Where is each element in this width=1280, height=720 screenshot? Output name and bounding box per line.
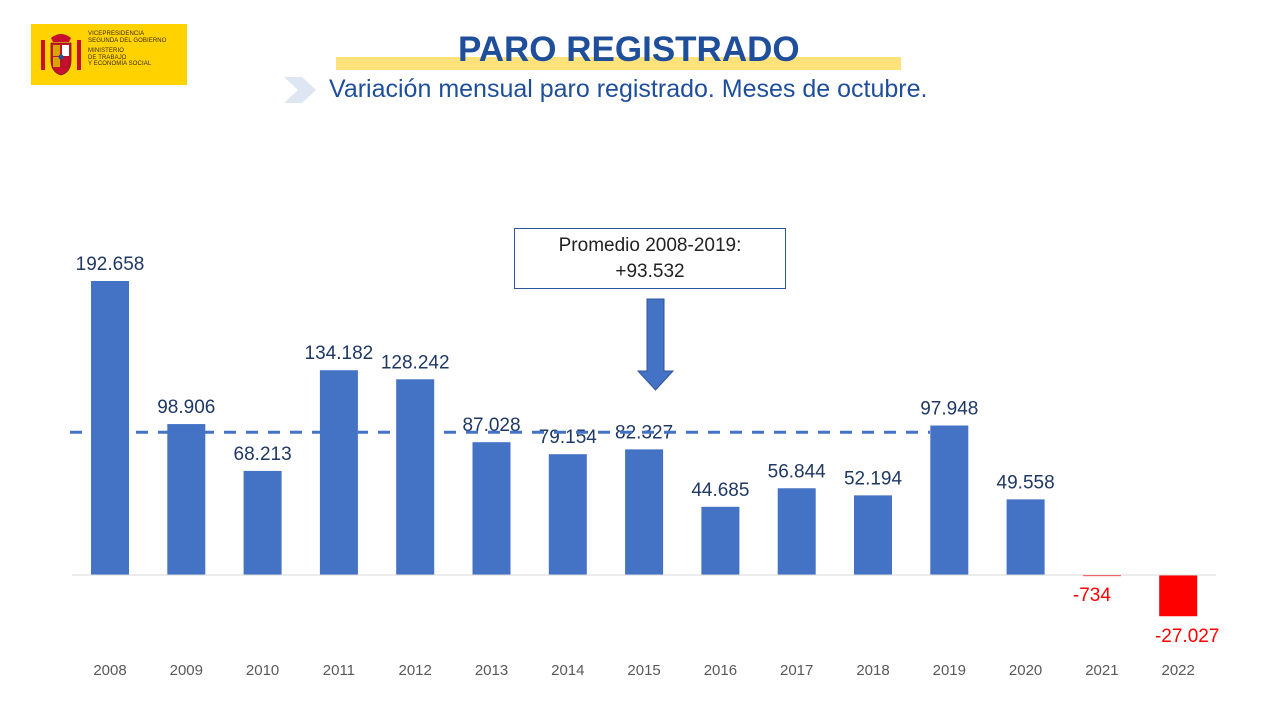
x-tick-2016: 2016 [704, 662, 737, 679]
x-tick-2021: 2021 [1085, 662, 1118, 679]
page-title: PARO REGISTRADO [458, 30, 800, 69]
value-label-2014: 79.154 [539, 427, 598, 448]
bar-2017 [777, 488, 816, 575]
logo-line: SEGUNDA DEL GOBIERNO [88, 37, 167, 44]
logo-line: DE TRABAJO [88, 54, 127, 61]
bar-2016 [701, 506, 740, 575]
chevron-right-icon [284, 77, 316, 103]
x-tick-2009: 2009 [170, 662, 203, 679]
bar-2009 [167, 424, 206, 575]
x-tick-2010: 2010 [246, 662, 279, 679]
value-label-2011: 134.182 [305, 343, 374, 364]
x-tick-2012: 2012 [399, 662, 432, 679]
value-label-2019: 97.948 [920, 399, 978, 420]
x-tick-2011: 2011 [323, 662, 355, 679]
logo-line: VICEPRESIDENCIA [88, 31, 145, 37]
x-tick-2013: 2013 [475, 662, 508, 679]
bars-group [91, 281, 1198, 617]
bar-2013 [472, 442, 511, 575]
value-label-2012: 128.242 [381, 352, 450, 373]
bar-2010 [243, 470, 282, 575]
logo-text: VICEPRESIDENCIA SEGUNDA DEL GOBIERNO MIN… [88, 31, 166, 68]
government-logo: VICEPRESIDENCIA SEGUNDA DEL GOBIERNO MIN… [31, 24, 187, 85]
x-tick-2020: 2020 [1009, 662, 1042, 679]
bar-2008 [91, 281, 129, 575]
x-tick-2018: 2018 [856, 662, 889, 679]
title-highlight [336, 57, 901, 70]
average-annotation: Promedio 2008-2019: +93.532 [514, 228, 786, 289]
bar-2014 [548, 454, 587, 575]
bar-2011 [319, 370, 358, 575]
page-subtitle: Variación mensual paro registrado. Meses… [329, 75, 928, 103]
x-tick-2019: 2019 [933, 662, 966, 679]
x-tick-2017: 2017 [780, 662, 813, 679]
value-label-2021: -734 [1073, 585, 1111, 606]
arrow-down-icon [636, 298, 675, 391]
value-label-2008: 192.658 [76, 254, 145, 275]
logo-line: Y ECONOMÍA SOCIAL [88, 61, 152, 67]
x-tick-2014: 2014 [551, 662, 584, 679]
value-label-2020: 49.558 [997, 472, 1055, 493]
value-label-2017: 56.844 [768, 461, 827, 482]
coat-of-arms-icon [41, 34, 81, 76]
x-tick-labels-group: 2008 2009 2010 2011 2012 2013 2014 2015 2016 2017… [93, 662, 1195, 679]
bar-2018 [854, 495, 892, 575]
x-tick-2022: 2022 [1162, 662, 1195, 679]
x-tick-2015: 2015 [627, 662, 660, 679]
value-label-2016: 44.685 [691, 480, 749, 501]
bar-2019 [930, 425, 969, 575]
x-tick-2008: 2008 [93, 662, 126, 679]
bar-2022 [1159, 575, 1198, 617]
average-value: +93.532 [615, 261, 685, 282]
average-label: Promedio 2008-2019: [558, 235, 742, 256]
value-label-2022: -27.027 [1155, 626, 1219, 647]
bar-2020 [1006, 499, 1045, 575]
logo-line: MINISTERIO [88, 48, 125, 54]
bar-2021 [1082, 575, 1121, 577]
value-label-2018: 52.194 [844, 468, 903, 489]
value-label-2010: 68.213 [234, 444, 292, 465]
value-label-2009: 98.906 [157, 397, 215, 418]
bar-2012 [396, 379, 435, 575]
bar-2015 [625, 449, 664, 575]
